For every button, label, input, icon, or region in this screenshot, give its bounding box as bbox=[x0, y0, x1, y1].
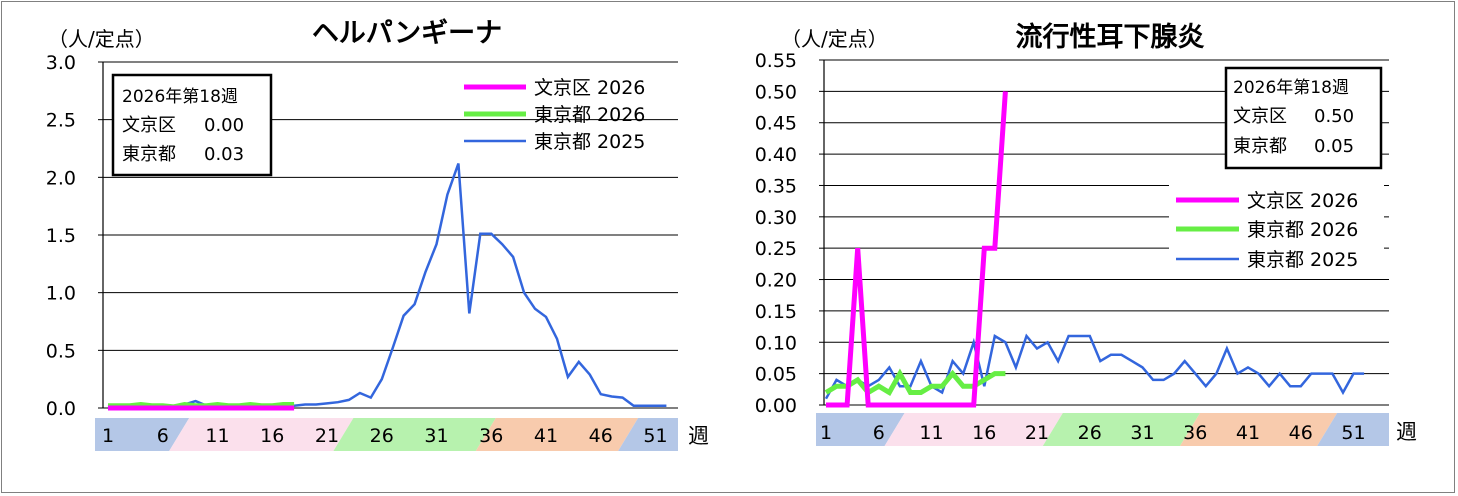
info-box-value-tokyo: 0.03 bbox=[204, 144, 244, 165]
y-tick-label: 1.0 bbox=[46, 283, 76, 305]
x-tick-label: 26 bbox=[1078, 422, 1102, 444]
week-band-segment bbox=[1317, 413, 1389, 446]
x-tick-label: 21 bbox=[1025, 422, 1049, 444]
y-tick-label: 0.10 bbox=[755, 332, 797, 354]
y-tick-label: 0.0 bbox=[46, 398, 76, 420]
x-tick-label: 11 bbox=[205, 425, 229, 447]
series-line-bunkyo-2026 bbox=[826, 91, 1008, 408]
x-tick-label: 51 bbox=[1341, 422, 1365, 444]
y-tick-label: 0.5 bbox=[46, 340, 76, 362]
info-box: 2026年第18週 文京区 0.50 東京都 0.05 bbox=[1224, 66, 1383, 170]
info-box-label-tokyo: 東京都 bbox=[122, 144, 176, 165]
x-tick-label: 1 bbox=[820, 422, 832, 444]
legend-label-tokyo-2025: 東京都 2025 bbox=[534, 131, 645, 153]
x-tick-label: 1 bbox=[102, 425, 114, 447]
week-band: 1 6 11 16 21 26 31 36 41 46 51 bbox=[95, 418, 678, 451]
x-tick-label: 41 bbox=[1236, 422, 1260, 444]
info-box-value-bunkyo: 0.50 bbox=[1314, 106, 1354, 127]
series-line-tokyo-2025 bbox=[824, 333, 1365, 400]
chart-title: 流行性耳下腺炎 bbox=[1016, 21, 1205, 53]
y-tick-label: 0.15 bbox=[755, 301, 797, 323]
week-band-segment bbox=[475, 418, 639, 451]
info-box-label-tokyo: 東京都 bbox=[1233, 136, 1287, 157]
x-tick-label: 31 bbox=[1130, 422, 1154, 444]
week-band-segment bbox=[333, 418, 496, 451]
legend-label-tokyo-2026: 東京都 2026 bbox=[534, 104, 645, 126]
legend-label-tokyo-2026: 東京都 2026 bbox=[1247, 219, 1358, 241]
y-tick-label: 0.45 bbox=[755, 113, 797, 135]
week-band-segment bbox=[816, 413, 905, 446]
y-tick-label: 0.30 bbox=[755, 207, 797, 229]
x-tick-label: 6 bbox=[157, 425, 169, 447]
y-tick-label: 0.40 bbox=[755, 144, 797, 166]
week-band: 1 6 11 16 21 26 31 36 41 46 51 bbox=[816, 413, 1389, 446]
week-band-segment bbox=[169, 418, 354, 451]
info-box: 2026年第18週 文京区 0.00 東京都 0.03 bbox=[111, 73, 273, 177]
y-tick-label: 0.20 bbox=[755, 270, 797, 292]
info-box-label-bunkyo: 文京区 bbox=[1233, 106, 1287, 127]
x-tick-label: 31 bbox=[424, 425, 448, 447]
x-tick-label: 16 bbox=[260, 425, 284, 447]
y-tick-label: 0.00 bbox=[755, 395, 797, 417]
week-band-segment bbox=[95, 418, 190, 451]
x-tick-label: 46 bbox=[589, 425, 613, 447]
x-tick-label: 6 bbox=[873, 422, 885, 444]
week-band-segment bbox=[1042, 413, 1200, 446]
x-tick-label: 46 bbox=[1289, 422, 1313, 444]
info-box-border bbox=[1224, 66, 1383, 170]
x-tick-label: 21 bbox=[315, 425, 339, 447]
x-tick-label: 16 bbox=[972, 422, 996, 444]
info-box-title: 2026年第18週 bbox=[1233, 78, 1349, 98]
week-band-segment bbox=[618, 418, 678, 451]
legend-label-bunkyo-2026: 文京区 2026 bbox=[534, 77, 645, 99]
week-band-segment bbox=[884, 413, 1063, 446]
chart-mumps: 流行性耳下腺炎 （人/定点） 0.00 0.05 0.10 0.15 0.20 0.25 0… bbox=[755, 21, 1417, 446]
info-box-title: 2026年第18週 bbox=[122, 87, 238, 107]
x-tick-label: 36 bbox=[479, 425, 503, 447]
x-axis-label: 週 bbox=[688, 424, 709, 448]
y-axis-unit-label: （人/定点） bbox=[781, 27, 888, 51]
y-tick-label: 1.5 bbox=[46, 225, 76, 247]
info-box-value-tokyo: 0.05 bbox=[1314, 136, 1354, 157]
x-tick-label: 11 bbox=[919, 422, 943, 444]
x-tick-label: 41 bbox=[534, 425, 558, 447]
y-tick-label: 0.25 bbox=[755, 238, 797, 260]
legend-label-bunkyo-2026: 文京区 2026 bbox=[1247, 190, 1358, 212]
legend: 文京区 2026 東京都 2026 東京都 2025 bbox=[464, 77, 645, 153]
info-box-label-bunkyo: 文京区 bbox=[122, 115, 176, 136]
y-axis-unit-label: （人/定点） bbox=[48, 27, 155, 51]
x-tick-label: 36 bbox=[1183, 422, 1207, 444]
chart-title: ヘルパンギーナ bbox=[312, 18, 502, 49]
info-box-value-bunkyo: 0.00 bbox=[204, 115, 244, 136]
y-tick-label: 0.35 bbox=[755, 175, 797, 197]
y-tick-label: 2.5 bbox=[46, 110, 76, 132]
x-axis-label: 週 bbox=[1396, 420, 1417, 444]
info-box-border bbox=[111, 73, 273, 177]
x-tick-label: 26 bbox=[370, 425, 394, 447]
week-band-segment bbox=[1179, 413, 1338, 446]
x-tick-label: 51 bbox=[643, 425, 667, 447]
legend: 文京区 2026 東京都 2026 東京都 2025 bbox=[1169, 183, 1384, 278]
legend-label-tokyo-2025: 東京都 2025 bbox=[1247, 249, 1358, 271]
y-tick-label: 3.0 bbox=[46, 52, 76, 74]
y-tick-label: 0.55 bbox=[755, 50, 797, 72]
y-tick-label: 2.0 bbox=[46, 167, 76, 189]
y-tick-label: 0.50 bbox=[755, 81, 797, 103]
y-tick-label: 0.05 bbox=[755, 364, 797, 386]
